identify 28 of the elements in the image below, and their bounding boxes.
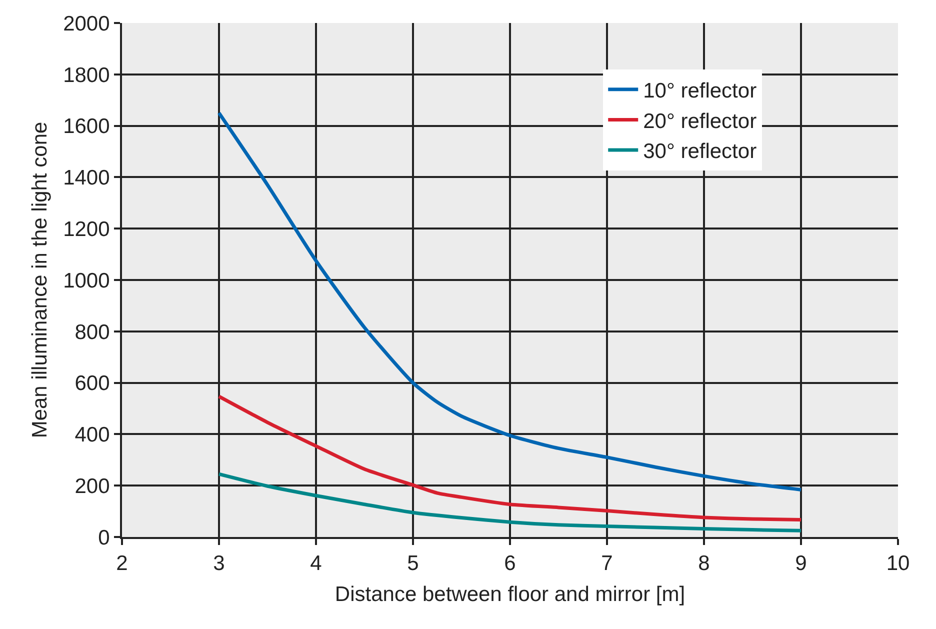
x-tick-label: 5 [407, 552, 419, 576]
y-tick-label: 1400 [63, 166, 110, 190]
y-tick-label: 1600 [63, 115, 110, 138]
x-tick-label: 7 [601, 552, 613, 576]
legend-label: 10° reflector [643, 80, 757, 103]
y-tick-label: 1000 [63, 269, 110, 292]
y-tick-label: 1200 [63, 218, 110, 241]
y-tick-label: 2000 [63, 12, 110, 36]
line-series [217, 472, 803, 532]
legend-label: 20° reflector [643, 110, 757, 133]
line-series [217, 394, 803, 522]
x-axis-title: Distance between floor and mirror [m] [334, 582, 686, 606]
x-tick-label: 10 [886, 552, 910, 576]
x-tick-label: 6 [504, 552, 516, 576]
y-tick-label: 200 [74, 474, 110, 498]
y-tick-label: 800 [74, 320, 110, 344]
legend-label: 30° reflector [643, 140, 757, 164]
x-tick-label: 9 [795, 552, 807, 576]
y-tick-label: 600 [74, 372, 110, 396]
y-tick-label: 400 [74, 424, 110, 447]
y-tick-label: 0 [98, 526, 110, 550]
x-tick-label: 3 [213, 552, 225, 576]
x-tick-label: 4 [310, 552, 322, 576]
y-tick-label: 1800 [63, 64, 110, 87]
x-tick-label: 8 [698, 552, 710, 576]
line-series [217, 111, 803, 492]
y-axis-title: Mean illuminance in the light cone [28, 122, 52, 438]
x-tick-label: 2 [116, 552, 128, 576]
